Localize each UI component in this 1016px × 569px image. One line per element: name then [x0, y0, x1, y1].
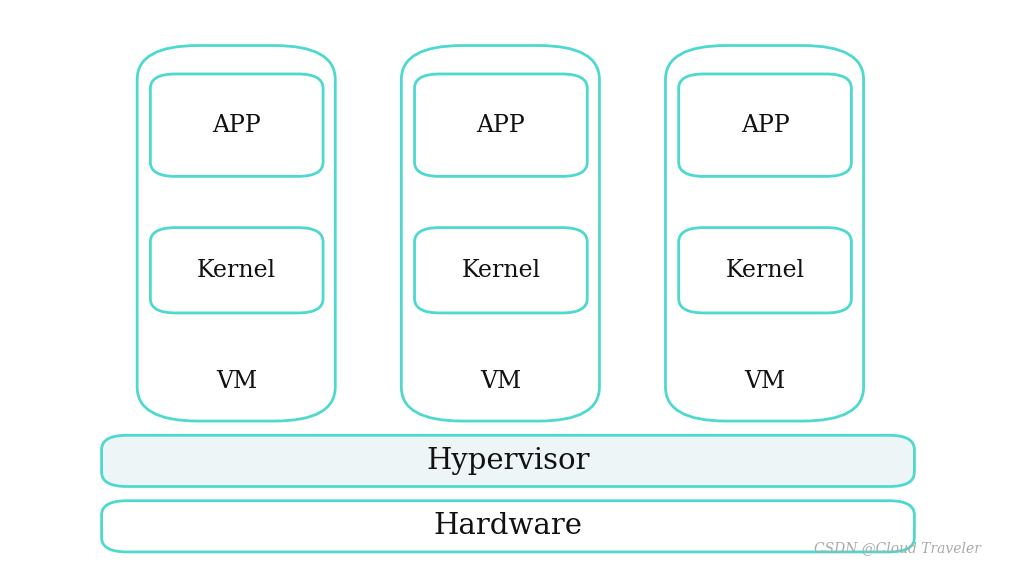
Text: Kernel: Kernel — [461, 259, 541, 282]
Text: VM: VM — [481, 370, 521, 393]
FancyBboxPatch shape — [137, 46, 335, 421]
FancyBboxPatch shape — [415, 74, 587, 176]
Text: Kernel: Kernel — [725, 259, 805, 282]
Text: VM: VM — [745, 370, 785, 393]
FancyBboxPatch shape — [665, 46, 864, 421]
FancyBboxPatch shape — [102, 435, 914, 486]
Text: CSDN @Cloud Traveler: CSDN @Cloud Traveler — [814, 541, 980, 555]
Text: APP: APP — [212, 114, 261, 137]
FancyBboxPatch shape — [150, 74, 323, 176]
Text: Hardware: Hardware — [434, 512, 582, 541]
FancyBboxPatch shape — [150, 228, 323, 313]
Text: APP: APP — [477, 114, 525, 137]
Text: Kernel: Kernel — [197, 259, 276, 282]
Text: VM: VM — [216, 370, 257, 393]
Text: APP: APP — [741, 114, 789, 137]
Text: Hypervisor: Hypervisor — [427, 447, 589, 475]
FancyBboxPatch shape — [401, 46, 599, 421]
FancyBboxPatch shape — [415, 228, 587, 313]
FancyBboxPatch shape — [679, 74, 851, 176]
FancyBboxPatch shape — [679, 228, 851, 313]
FancyBboxPatch shape — [102, 501, 914, 552]
